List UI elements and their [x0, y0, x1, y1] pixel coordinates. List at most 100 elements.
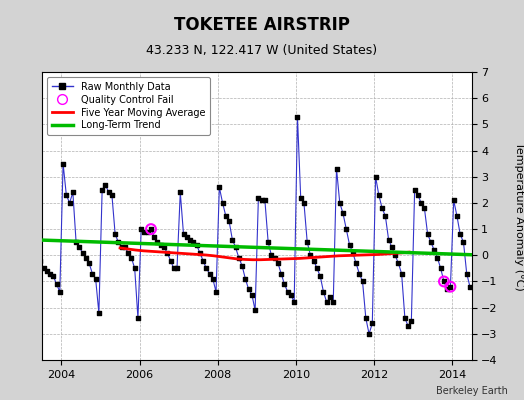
Point: [144, 228, 152, 235]
Point: [104, 189, 113, 196]
Point: [261, 197, 269, 204]
Point: [219, 200, 227, 206]
Point: [277, 270, 286, 277]
Point: [303, 239, 311, 245]
Point: [446, 284, 455, 290]
Point: [154, 239, 162, 245]
Point: [355, 270, 364, 277]
Point: [186, 236, 194, 243]
Point: [235, 255, 243, 261]
Point: [26, 208, 35, 214]
Point: [117, 244, 126, 251]
Point: [157, 242, 165, 248]
Point: [46, 270, 54, 277]
Point: [147, 226, 155, 232]
Point: [440, 278, 448, 285]
Point: [378, 205, 386, 211]
Point: [453, 213, 461, 219]
Point: [95, 310, 103, 316]
Point: [397, 270, 406, 277]
Text: Berkeley Earth: Berkeley Earth: [436, 386, 508, 396]
Point: [42, 268, 51, 274]
Point: [111, 231, 119, 238]
Text: TOKETEE AIRSTRIP: TOKETEE AIRSTRIP: [174, 16, 350, 34]
Point: [101, 181, 110, 188]
Point: [329, 299, 337, 306]
Point: [313, 265, 321, 272]
Point: [345, 242, 354, 248]
Point: [205, 270, 214, 277]
Point: [79, 250, 87, 256]
Point: [326, 294, 334, 300]
Point: [202, 265, 211, 272]
Point: [137, 226, 145, 232]
Point: [212, 289, 220, 295]
Point: [352, 260, 360, 266]
Point: [375, 192, 383, 198]
Point: [114, 239, 123, 245]
Point: [264, 239, 272, 245]
Point: [362, 315, 370, 321]
Point: [179, 231, 188, 238]
Point: [59, 160, 67, 167]
Point: [69, 189, 77, 196]
Point: [91, 276, 100, 282]
Point: [381, 213, 389, 219]
Point: [420, 205, 429, 211]
Point: [401, 315, 409, 321]
Point: [335, 200, 344, 206]
Point: [456, 231, 464, 238]
Point: [232, 244, 240, 251]
Point: [436, 265, 445, 272]
Point: [127, 255, 136, 261]
Legend: Raw Monthly Data, Quality Control Fail, Five Year Moving Average, Long-Term Tren: Raw Monthly Data, Quality Control Fail, …: [47, 77, 210, 135]
Point: [72, 239, 80, 245]
Point: [189, 239, 198, 245]
Point: [244, 286, 253, 292]
Point: [332, 166, 341, 172]
Point: [407, 318, 416, 324]
Point: [176, 189, 184, 196]
Point: [121, 244, 129, 251]
Point: [466, 284, 474, 290]
Point: [300, 200, 308, 206]
Point: [52, 281, 61, 287]
Point: [166, 257, 174, 264]
Point: [36, 257, 45, 264]
Point: [225, 218, 233, 224]
Point: [215, 184, 224, 190]
Point: [170, 265, 178, 272]
Point: [39, 265, 48, 272]
Point: [413, 192, 422, 198]
Point: [49, 273, 58, 280]
Point: [85, 260, 93, 266]
Point: [98, 187, 106, 193]
Point: [82, 255, 90, 261]
Point: [385, 236, 393, 243]
Point: [56, 289, 64, 295]
Point: [222, 213, 230, 219]
Point: [182, 234, 191, 240]
Point: [410, 187, 419, 193]
Point: [20, 158, 28, 164]
Text: 43.233 N, 122.417 W (United States): 43.233 N, 122.417 W (United States): [146, 44, 378, 57]
Point: [192, 242, 201, 248]
Point: [404, 323, 412, 329]
Point: [160, 244, 168, 251]
Point: [147, 226, 155, 232]
Point: [293, 113, 302, 120]
Point: [319, 289, 328, 295]
Point: [297, 194, 305, 201]
Point: [150, 234, 158, 240]
Point: [365, 331, 373, 337]
Point: [323, 299, 331, 306]
Point: [62, 192, 71, 198]
Point: [372, 174, 380, 180]
Point: [283, 289, 292, 295]
Point: [254, 194, 263, 201]
Point: [88, 270, 96, 277]
Point: [173, 265, 181, 272]
Point: [348, 250, 357, 256]
Point: [433, 255, 442, 261]
Point: [251, 307, 259, 314]
